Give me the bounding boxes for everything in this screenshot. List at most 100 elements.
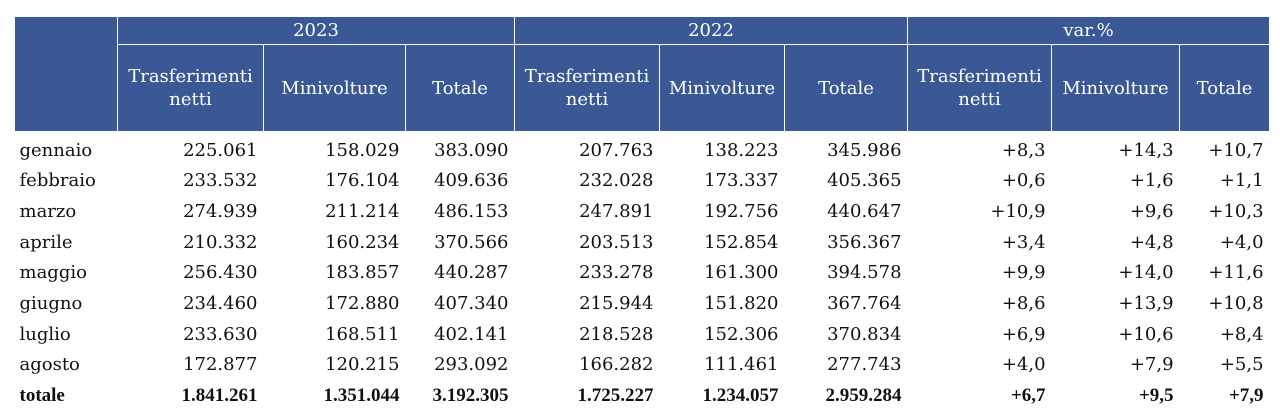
value-cell: 138.223 <box>704 140 779 161</box>
value-cell: 1.351.044 <box>323 385 400 407</box>
value-cell: 367.764 <box>827 293 902 315</box>
value-cell: 111.461 <box>704 354 779 376</box>
table-row: agosto 172.877 120.215 293.092 166.282 111.46… <box>15 350 1270 381</box>
value-cell: 405.365 <box>827 170 902 192</box>
month-cell: giugno <box>19 293 83 315</box>
column-header-row: Trasferimenti netti Minivolture Totale T… <box>15 44 1271 132</box>
value-cell: 2.959.284 <box>825 385 902 407</box>
value-cell: +13,9 <box>1118 293 1174 315</box>
value-cell: 394.578 <box>827 262 902 284</box>
column-header: Minivolture <box>263 44 406 132</box>
value-cell: 409.636 <box>434 170 509 192</box>
year-header-row: 2023 2022 var.% <box>14 16 1271 132</box>
month-cell: febbraio <box>19 170 96 192</box>
value-cell: 277.743 <box>827 354 902 376</box>
value-cell: +8,6 <box>1001 293 1046 315</box>
month-cell: marzo <box>19 201 77 223</box>
value-cell: 1.725.227 <box>577 385 654 407</box>
table-body: gennaio 225.061 158.029 383.090 207.763 138.2… <box>15 132 1270 412</box>
month-cell: luglio <box>19 323 71 345</box>
value-cell: 210.332 <box>183 231 258 253</box>
year-header-2023: 2023 <box>116 16 516 45</box>
value-cell: +10,9 <box>990 201 1046 223</box>
value-cell: 207.763 <box>579 140 654 161</box>
value-cell: +8,4 <box>1219 323 1264 345</box>
value-cell: 293.092 <box>434 354 509 376</box>
value-cell: 234.460 <box>183 293 258 315</box>
table-row: gennaio 225.061 158.029 383.090 207.763 138.2… <box>15 132 1270 167</box>
table-row: maggio 256.430 183.857 440.287 233.278 161.30… <box>15 258 1270 289</box>
value-cell: 232.028 <box>579 170 654 192</box>
value-cell: +10,3 <box>1208 201 1264 223</box>
table-row: marzo 274.939 211.214 486.153 247.891 192.756… <box>15 197 1270 228</box>
column-header: Minivolture <box>1051 44 1181 132</box>
value-cell: 215.944 <box>579 293 654 315</box>
value-cell: 176.104 <box>325 170 400 192</box>
column-header: Minivolture <box>659 44 786 132</box>
value-cell: +4,0 <box>1219 231 1264 253</box>
value-cell: 370.834 <box>827 323 902 345</box>
value-cell: 233.532 <box>183 170 258 192</box>
corner-cell <box>14 16 118 132</box>
value-cell: 160.234 <box>325 231 400 253</box>
year-header-var: var.% <box>907 16 1271 45</box>
value-cell: +7,9 <box>1228 385 1264 407</box>
month-cell: agosto <box>19 354 80 376</box>
table-row: luglio 233.630 168.511 402.141 218.528 152.30… <box>15 319 1270 350</box>
value-cell: +3,4 <box>1001 231 1046 253</box>
value-cell: +1,1 <box>1219 170 1264 192</box>
column-header: Totale <box>784 44 909 132</box>
table-row: febbraio 233.532 176.104 409.636 232.028 173.… <box>15 166 1270 197</box>
value-cell: 152.306 <box>704 323 779 345</box>
value-cell: 151.820 <box>704 293 779 315</box>
value-cell: +6,7 <box>1010 385 1046 407</box>
value-cell: +8,3 <box>1001 140 1046 161</box>
column-header: Trasferimenti netti <box>514 44 661 132</box>
value-cell: 218.528 <box>579 323 654 345</box>
value-cell: 1.841.261 <box>181 385 258 407</box>
total-row: totale 1.841.261 1.351.044 3.192.305 1.725.2… <box>15 381 1270 412</box>
data-table-container: 2023 2022 var.% Trasferimenti netti Mini… <box>14 16 1271 412</box>
value-cell: 370.566 <box>434 231 509 253</box>
month-cell: aprile <box>19 231 73 253</box>
value-cell: +9,6 <box>1129 201 1174 223</box>
value-cell: +10,6 <box>1118 323 1174 345</box>
value-cell: +10,8 <box>1208 293 1264 315</box>
month-cell: gennaio <box>19 140 93 161</box>
value-cell: 402.141 <box>434 323 509 345</box>
value-cell: +11,6 <box>1208 262 1264 284</box>
value-cell: +14,3 <box>1118 140 1174 161</box>
value-cell: 172.880 <box>325 293 400 315</box>
value-cell: 120.215 <box>325 354 400 376</box>
value-cell: 166.282 <box>579 354 654 376</box>
value-cell: 225.061 <box>183 140 258 161</box>
value-cell: 356.367 <box>827 231 902 253</box>
value-cell: 233.278 <box>579 262 654 284</box>
value-cell: 407.340 <box>434 293 509 315</box>
value-cell: 168.511 <box>325 323 400 345</box>
value-cell: +4,0 <box>1001 354 1046 376</box>
value-cell: 211.214 <box>325 201 400 223</box>
value-cell: 345.986 <box>827 140 902 161</box>
month-cell: totale <box>19 385 65 407</box>
value-cell: +10,7 <box>1208 140 1264 161</box>
value-cell: 440.287 <box>434 262 509 284</box>
value-cell: 256.430 <box>183 262 258 284</box>
value-cell: 233.630 <box>183 323 258 345</box>
value-cell: +7,9 <box>1129 354 1174 376</box>
column-header: Totale <box>404 44 516 132</box>
value-cell: 173.337 <box>704 170 779 192</box>
value-cell: 3.192.305 <box>432 385 509 407</box>
column-header: Totale <box>1179 44 1271 132</box>
value-cell: +14,0 <box>1118 262 1174 284</box>
value-cell: +5,5 <box>1219 354 1264 376</box>
month-cell: maggio <box>19 262 87 284</box>
column-header: Trasferimenti netti <box>117 44 264 132</box>
value-cell: +4,8 <box>1129 231 1174 253</box>
value-cell: 486.153 <box>434 201 509 223</box>
value-cell: 1.234.057 <box>702 385 779 407</box>
column-header: Trasferimenti netti <box>907 44 1053 132</box>
data-table: 2023 2022 var.% Trasferimenti netti Mini… <box>14 16 1271 412</box>
table-row: aprile 210.332 160.234 370.566 203.513 152.85… <box>15 227 1270 258</box>
value-cell: +9,5 <box>1138 385 1174 407</box>
